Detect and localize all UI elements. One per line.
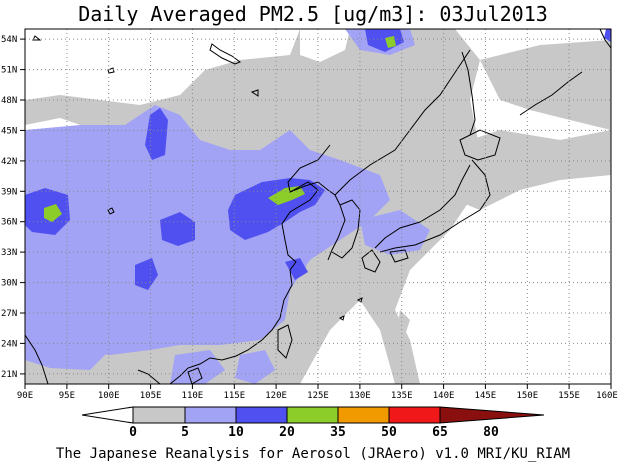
lake-small-3 (250, 89, 259, 97)
map-title: Daily Averaged PM2.5 [ug/m3]: 03Jul2013 (78, 2, 548, 26)
lon-label: 160E (596, 391, 618, 401)
coast-taiwan (277, 324, 293, 359)
lon-tick-labels: 90E 95E 100E 105E 110E 115E 120E 125E 13… (17, 391, 618, 401)
colorbar-bin-5-10 (132, 406, 186, 424)
colorbar-labels: 0 5 10 20 35 50 65 80 (129, 425, 499, 440)
lat-label: 27N (1, 309, 17, 319)
colorbar-low-arrow (81, 406, 134, 424)
lat-label: 21N (1, 370, 17, 380)
lon-label: 120E (265, 391, 287, 401)
coast-burma (25, 334, 49, 384)
field-grey-pacific-south (398, 310, 410, 335)
coast-china (169, 144, 331, 384)
field-white-top-strip (300, 29, 350, 62)
pm25-field (25, 29, 611, 384)
lon-label: 135E (391, 391, 413, 401)
colorbar-bin-35-50 (286, 406, 339, 424)
lat-label: 45N (1, 126, 17, 136)
lakes (32, 35, 363, 321)
lon-label: 150E (516, 391, 538, 401)
colorbar-label: 0 (129, 425, 137, 440)
coast-vietnam (137, 369, 161, 384)
lat-label: 33N (1, 248, 17, 258)
coast-hokkaido (459, 129, 501, 161)
field-darkblue-shanghai (285, 258, 308, 280)
lon-label: 95E (59, 391, 75, 401)
lon-label: 125E (307, 391, 329, 401)
field-darkblue-central (160, 212, 195, 246)
colorbar-bin-50-65 (337, 406, 390, 424)
lon-label: 115E (223, 391, 245, 401)
island-ryukyu-1 (339, 315, 345, 321)
lat-label: 36N (1, 218, 17, 228)
coast-hainan (187, 367, 203, 384)
field-grey-pacific-north (480, 40, 611, 130)
colorbar-label: 20 (279, 425, 295, 440)
coast-kuril (519, 71, 583, 116)
colorbar-bin-20-35 (235, 406, 288, 424)
field-grey-pacific-japan (440, 130, 611, 210)
colorbar-label: 65 (432, 425, 448, 440)
colorbar-bin-65-80 (388, 406, 441, 424)
coast-kyushu (361, 249, 381, 273)
grid-lines (25, 29, 611, 384)
lon-label: 90E (17, 391, 33, 401)
field-white-ocean-east (395, 29, 611, 384)
colorbar-high-arrow (439, 406, 545, 424)
tick-marks (20, 38, 612, 389)
coastlines (25, 29, 611, 384)
lat-label: 24N (1, 339, 17, 349)
coast-liaodong (289, 181, 346, 261)
lake-baikal (209, 43, 242, 65)
lon-label: 155E (558, 391, 580, 401)
lon-label: 145E (475, 391, 497, 401)
field-green-west (44, 204, 62, 222)
lake-small-2 (107, 207, 115, 215)
colorbar-bin-10-20 (184, 406, 237, 424)
coast-korea (331, 199, 361, 259)
field-lightblue-main (25, 105, 390, 355)
field-green-beijing (268, 186, 305, 205)
coast-kamchatka (599, 29, 611, 49)
field-lightblue-southwest (25, 300, 110, 370)
lat-label: 39N (1, 187, 17, 197)
coast-russia (334, 49, 471, 196)
lake-small-1 (107, 67, 115, 74)
field-lightblue-hk (235, 350, 275, 384)
lon-label: 105E (140, 391, 162, 401)
lon-label: 140E (433, 391, 455, 401)
lat-label: 48N (1, 96, 17, 106)
colorbar-label: 50 (381, 425, 397, 440)
coast-sakhalin (461, 51, 476, 136)
colorbar-label: 10 (228, 425, 244, 440)
field-darkblue-sichuan (135, 258, 158, 290)
lat-tick-labels: 54N 51N 48N 45N 42N 39N 36N 33N 30N 27N … (1, 35, 17, 380)
lat-label: 30N (1, 279, 17, 289)
footer-credit: The Japanese Reanalysis for Aerosol (JRA… (55, 446, 571, 462)
field-white-upper-left (25, 29, 300, 105)
lon-label: 110E (182, 391, 204, 401)
lat-label: 54N (1, 35, 17, 45)
coast-shikoku (389, 249, 409, 263)
lon-label: 130E (349, 391, 371, 401)
lat-label: 51N (1, 66, 17, 76)
lat-label: 42N (1, 157, 17, 167)
colorbar (81, 406, 545, 424)
colorbar-label: 35 (330, 425, 346, 440)
colorbar-label: 5 (181, 425, 189, 440)
coast-honshu-inner (374, 164, 471, 249)
lon-label: 100E (98, 391, 120, 401)
coast-honshu (379, 159, 491, 253)
colorbar-label: 80 (483, 425, 499, 440)
lake-small-4 (32, 35, 42, 41)
field-white-ocean-south (300, 300, 395, 384)
